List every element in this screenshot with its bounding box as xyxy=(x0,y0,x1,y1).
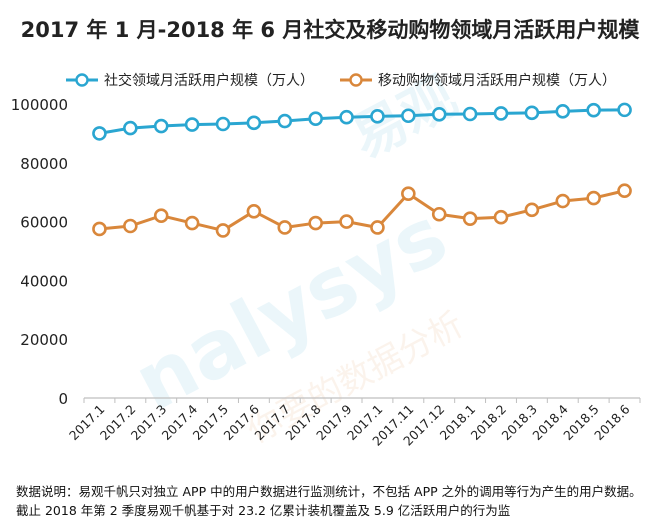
data-point-1 xyxy=(524,202,540,218)
data-point-1 xyxy=(123,218,138,234)
line-chart: nalysys 易观 你要的数据分析 社交领域月活跃用户规模（万人） 移动购物领域… xyxy=(11,64,641,451)
data-point-0 xyxy=(246,115,262,131)
data-point-1 xyxy=(401,186,416,201)
data-point-1 xyxy=(462,211,478,226)
data-point-1 xyxy=(493,209,509,225)
data-point-1 xyxy=(555,193,571,209)
data-point-0 xyxy=(92,126,107,141)
y-tick-label: 0 xyxy=(58,390,68,408)
data-point-1 xyxy=(92,221,107,237)
data-point-0 xyxy=(153,118,169,134)
data-point-1 xyxy=(617,183,632,199)
chart-title: 2017 年 1 月-2018 年 6 月社交及移动购物领域月活跃用户规模 xyxy=(20,18,640,42)
data-point-0 xyxy=(586,102,601,118)
data-point-1 xyxy=(370,220,385,235)
series-line-1 xyxy=(99,189,625,232)
data-point-0 xyxy=(431,106,447,122)
legend-label: 社交领域月活跃用户规模（万人） xyxy=(104,72,314,89)
data-point-1 xyxy=(586,190,601,206)
data-point-0 xyxy=(277,113,293,129)
watermark-logo: nalysys 易观 你要的数据分析 xyxy=(119,64,470,451)
data-point-1 xyxy=(153,208,169,224)
data-point-1 xyxy=(184,215,200,231)
y-tick-label: 100000 xyxy=(11,96,68,114)
y-tick-label: 40000 xyxy=(20,272,68,290)
data-point-1 xyxy=(308,215,323,231)
y-axis: 0 20000 40000 60000 80000 100000 xyxy=(11,96,68,408)
y-tick-label: 80000 xyxy=(20,155,68,173)
data-point-1 xyxy=(339,214,354,229)
data-point-0 xyxy=(184,117,200,132)
legend-swatch-marker xyxy=(349,73,363,87)
data-point-0 xyxy=(215,116,231,132)
data-note: 数据说明：易观千帆只对独立 APP 中的用户数据进行监测统计，不包括 APP 之… xyxy=(16,484,642,518)
data-point-0 xyxy=(123,120,138,136)
data-point-1 xyxy=(277,220,293,235)
legend-swatch-marker xyxy=(75,73,89,87)
data-point-0 xyxy=(339,109,354,125)
data-point-0 xyxy=(308,111,323,126)
data-point-0 xyxy=(462,106,478,122)
data-point-0 xyxy=(617,102,632,118)
y-tick-label: 20000 xyxy=(20,331,68,349)
y-tick-label: 60000 xyxy=(20,214,68,232)
series-layer xyxy=(92,102,632,238)
legend: 社交领域月活跃用户规模（万人） 移动购物领域月活跃用户规模（万人） xyxy=(66,72,616,89)
data-point-0 xyxy=(401,108,416,124)
data-point-0 xyxy=(524,105,540,121)
data-point-0 xyxy=(370,109,385,124)
data-point-0 xyxy=(493,106,509,121)
data-point-1 xyxy=(246,204,262,219)
legend-label: 移动购物领域月活跃用户规模（万人） xyxy=(378,72,616,89)
data-point-0 xyxy=(555,104,571,119)
data-point-1 xyxy=(215,223,231,238)
data-point-1 xyxy=(431,206,447,222)
